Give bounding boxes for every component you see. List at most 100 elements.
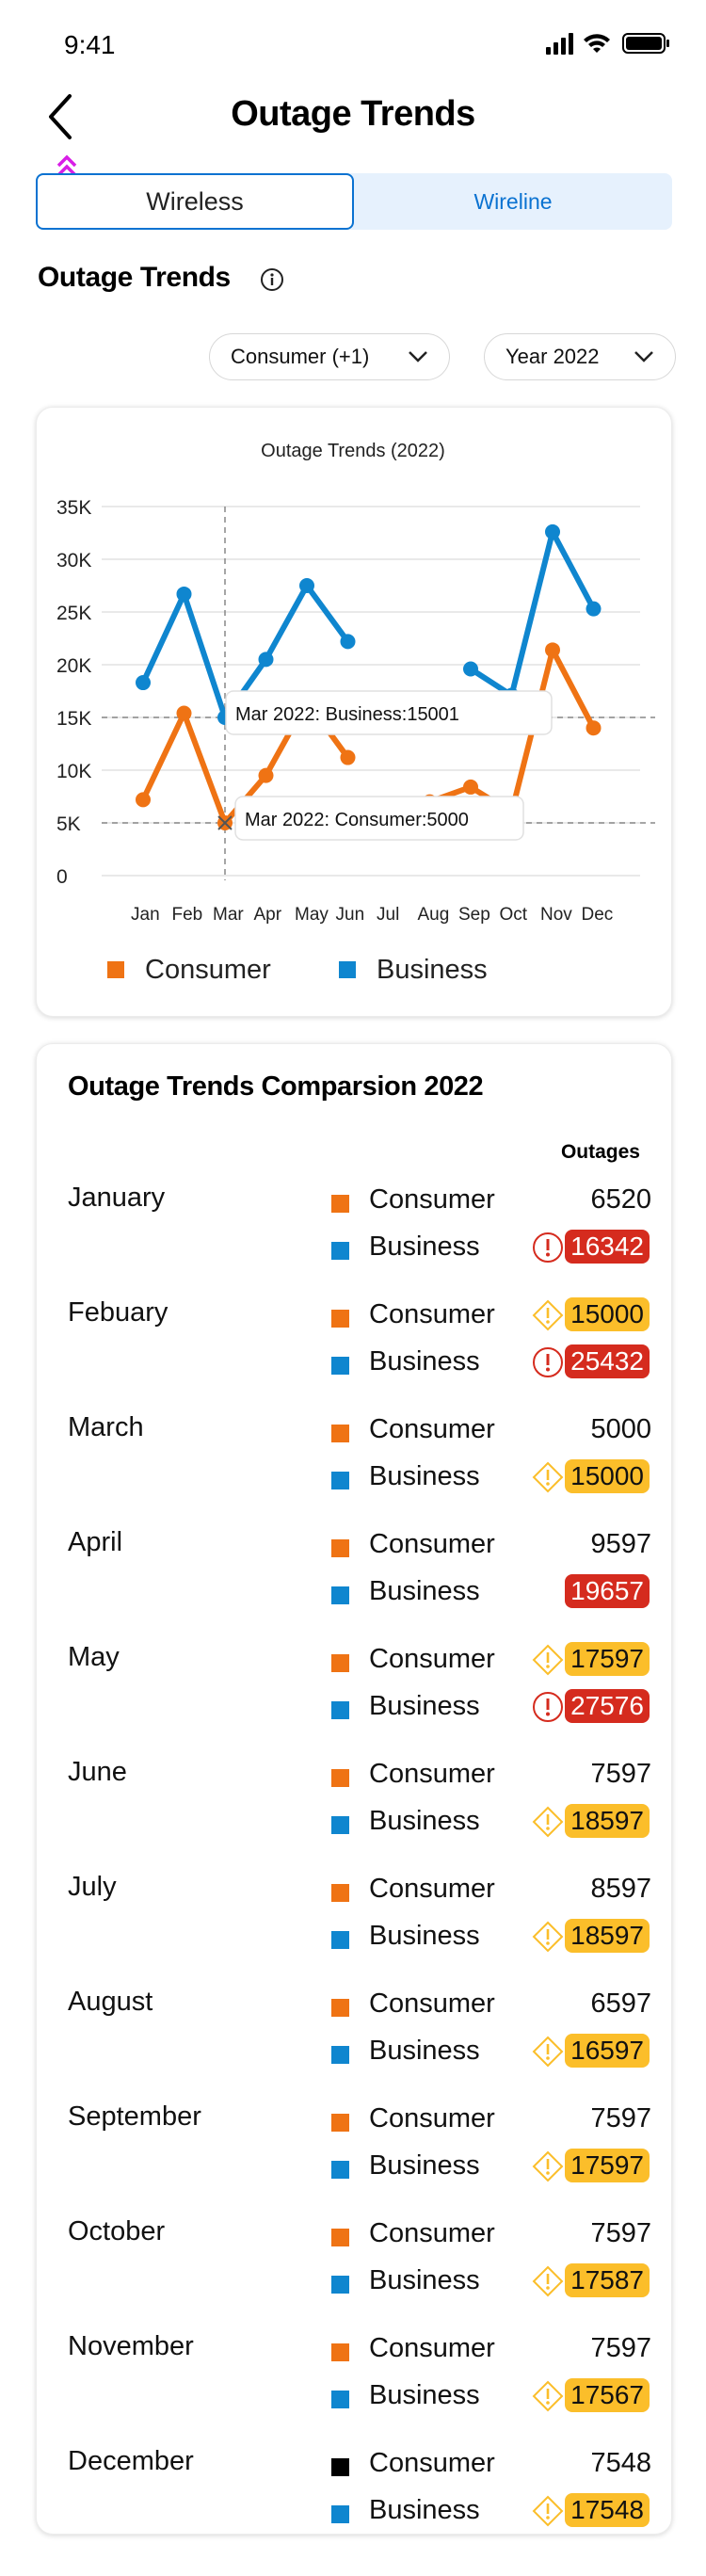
segment-filter-dropdown[interactable]: Consumer (+1) (209, 333, 450, 380)
critical-alert-icon (533, 1232, 563, 1263)
business-row: Business 16597 (329, 2034, 659, 2075)
consumer-data-point (258, 767, 274, 783)
month-block: January Consumer 6520 Business 16342 (0, 1183, 706, 1277)
consumer-row-value: 6520 (590, 1184, 651, 1215)
business-row-label: Business (369, 1806, 480, 1836)
y-tick-label: 15K (56, 708, 91, 730)
consumer-row-label: Consumer (369, 1874, 495, 1904)
y-tick-label: 20K (56, 655, 91, 677)
section-title: Outage Trends (38, 262, 231, 293)
warning-icon (532, 1921, 564, 1953)
consumer-data-point (545, 642, 560, 658)
business-row-label: Business (369, 2380, 480, 2410)
month-block: December Consumer 7548 Business 17548 (0, 2446, 706, 2540)
month-block: July Consumer 8597 Business 18597 (0, 1872, 706, 1966)
month-block: October Consumer 7597 Business 17587 (0, 2216, 706, 2310)
consumer-data-point (463, 779, 478, 795)
consumer-row-swatch (331, 2343, 349, 2361)
business-row-swatch (331, 1931, 349, 1949)
consumer-row-value: 15000 (565, 1297, 650, 1331)
consumer-row-swatch (331, 1539, 349, 1557)
month-label: January (68, 1183, 166, 1213)
business-row-swatch (331, 1816, 349, 1834)
business-row: Business 25432 (329, 1344, 659, 1386)
x-tick-label: Oct (500, 905, 528, 925)
tooltip-box (234, 796, 524, 841)
month-block: April Consumer 9597 Business 19657 (0, 1527, 706, 1621)
consumer-row-label: Consumer (369, 2218, 495, 2248)
page-title: Outage Trends (231, 94, 475, 134)
x-tick-label: Feb (172, 905, 203, 925)
x-tick-label: Sep (458, 905, 490, 925)
battery-icon (622, 33, 669, 54)
legend-business: Business (339, 951, 488, 989)
consumer-data-point (586, 720, 602, 736)
tab-wireless[interactable]: Wireless (36, 173, 354, 230)
month-label: March (68, 1412, 144, 1442)
tooltip-text: Mar 2022: Consumer:5000 (245, 810, 469, 830)
legend-consumer-label: Consumer (145, 954, 271, 985)
x-tick-label: Apr (254, 905, 282, 925)
consumer-row-value: 7597 (590, 2333, 651, 2363)
business-row-label: Business (369, 1346, 480, 1377)
warning-icon (532, 2495, 564, 2527)
tab-wireline[interactable]: Wireline (473, 188, 553, 214)
business-series-line (140, 528, 597, 720)
consumer-row-label: Consumer (369, 1988, 495, 2019)
x-tick-label: Aug (418, 905, 450, 925)
x-tick-label: Dec (582, 905, 614, 925)
consumer-row: Consumer 7597 (329, 2216, 659, 2258)
month-block: Febuary Consumer 15000 Business 25432 (0, 1297, 706, 1392)
y-tick-label: 0 (56, 866, 68, 888)
back-button[interactable] (41, 90, 79, 143)
consumer-row: Consumer 6597 (329, 1987, 659, 2028)
crosshair-marker (217, 815, 233, 830)
business-row-swatch (331, 1357, 349, 1375)
business-row-swatch (331, 1586, 349, 1604)
wifi-icon (584, 34, 610, 53)
segmented-control: Wireless Wireline (36, 173, 672, 230)
info-icon[interactable] (260, 267, 284, 292)
consumer-row-value: 7597 (590, 1759, 651, 1789)
consumer-row: Consumer 9597 (329, 1527, 659, 1569)
month-label: July (68, 1872, 117, 1902)
business-data-point (586, 601, 602, 617)
month-block: May Consumer 17597 Business 27576 (0, 1642, 706, 1736)
status-icons (546, 33, 669, 55)
business-row-value: 17567 (565, 2378, 650, 2412)
business-row-label: Business (369, 1232, 480, 1262)
warning-icon (532, 1644, 564, 1676)
business-swatch (339, 961, 356, 978)
business-row-value: 16597 (565, 2034, 650, 2068)
x-tick-label: Jan (131, 905, 160, 925)
consumer-row: Consumer 15000 (329, 1297, 659, 1339)
x-tick-label: May (295, 905, 329, 925)
business-row-value: 16342 (565, 1230, 650, 1264)
business-row-swatch (331, 1242, 349, 1260)
tooltip-text: Mar 2022: Business:15001 (235, 704, 459, 725)
business-row-swatch (331, 2046, 349, 2064)
consumer-row-value: 7597 (590, 2103, 651, 2133)
month-label: October (68, 2216, 166, 2246)
business-row-value: 25432 (565, 1344, 650, 1378)
business-row-label: Business (369, 2150, 480, 2181)
business-row: Business 19657 (329, 1574, 659, 1616)
business-data-point (340, 634, 356, 650)
warning-icon (532, 1299, 564, 1331)
month-label: April (68, 1527, 123, 1557)
warning-icon (532, 1461, 564, 1493)
business-row-value: 15000 (565, 1459, 650, 1493)
consumer-row-label: Consumer (369, 1414, 495, 1444)
year-filter-dropdown[interactable]: Year 2022 (484, 333, 676, 380)
business-row: Business 17548 (329, 2493, 659, 2535)
business-row-value: 18597 (565, 1919, 650, 1953)
legend-business-label: Business (377, 954, 488, 985)
critical-alert-icon (533, 1347, 563, 1377)
consumer-row-swatch (331, 1310, 349, 1328)
consumer-row-swatch (331, 2229, 349, 2246)
chart-title: Outage Trends (2022) (261, 441, 445, 461)
critical-alert-icon (533, 1692, 563, 1722)
business-row-value: 18597 (565, 1804, 650, 1838)
business-data-point (258, 652, 274, 668)
consumer-row-value: 9597 (590, 1529, 651, 1559)
